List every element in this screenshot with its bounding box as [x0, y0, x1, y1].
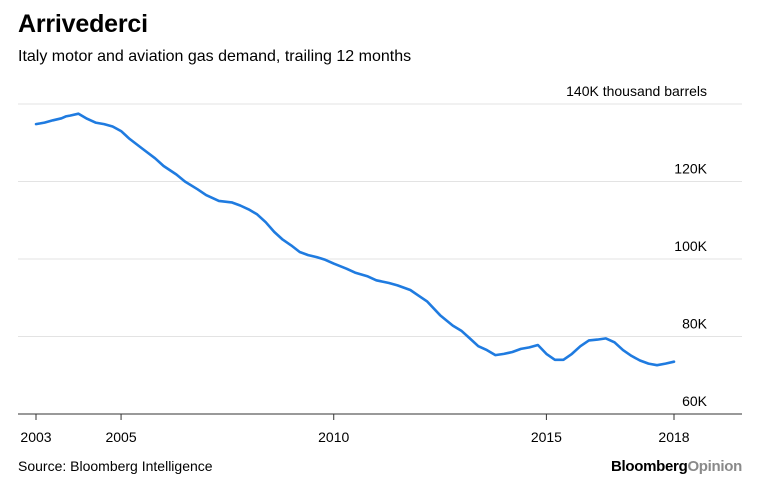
chart-subtitle: Italy motor and aviation gas demand, tra…	[18, 48, 412, 65]
series-layer	[34, 112, 676, 367]
chart-title: Arrivederci	[18, 10, 148, 38]
axis-layer	[18, 413, 742, 420]
x-tick-label-2005: 2005	[105, 429, 136, 445]
y-tick-label-80: 80K	[682, 316, 708, 332]
y-tick-label-120: 120K	[674, 161, 707, 177]
x-tick-label-2015: 2015	[531, 429, 562, 445]
x-tick-label-2018: 2018	[658, 429, 689, 445]
label-layer: 60K 80K 100K 120K 140K thousand barrels 2003 2…	[20, 83, 707, 445]
x-tick-label-2003: 2003	[20, 429, 51, 445]
grid-layer	[18, 103, 742, 337]
y-tick-label-60: 60K	[682, 393, 708, 409]
source-note: Source: Bloomberg Intelligence	[18, 458, 213, 474]
x-tick-label-2010: 2010	[318, 429, 349, 445]
brand-part-bloomberg: Bloomberg	[610, 458, 688, 475]
y-tick-label-100: 100K	[674, 238, 707, 254]
y-tick-label-140: 140K thousand barrels	[566, 83, 707, 99]
series-line-0	[34, 112, 676, 367]
brand-part-opinion: Opinion	[687, 458, 742, 475]
brand-logo: BloombergOpinion	[611, 458, 742, 475]
